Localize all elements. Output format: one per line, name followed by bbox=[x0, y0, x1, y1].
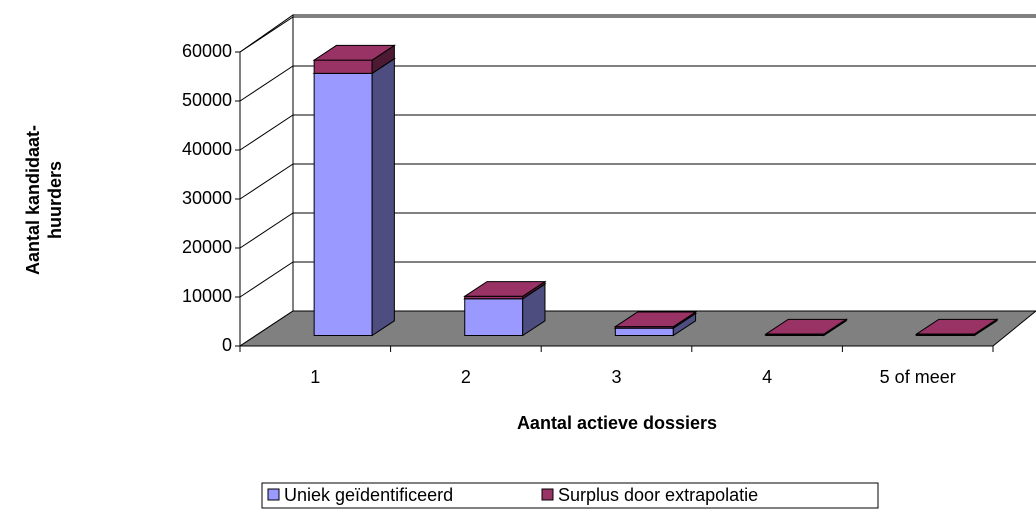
y-tick-label: 0 bbox=[222, 335, 232, 355]
x-axis-title: Aantal actieve dossiers bbox=[517, 413, 717, 433]
grid-line bbox=[239, 163, 1036, 200]
y-axis-title: huurders bbox=[45, 161, 65, 239]
y-tick-label: 10000 bbox=[182, 286, 232, 306]
bar bbox=[464, 298, 524, 336]
bar-top bbox=[463, 281, 547, 297]
bar-side bbox=[371, 57, 395, 337]
y-tick-label: 50000 bbox=[182, 90, 232, 110]
x-tick-label: 3 bbox=[611, 367, 621, 387]
bar-top bbox=[764, 318, 848, 335]
bar-top bbox=[613, 311, 698, 328]
y-tick-label: 60000 bbox=[182, 41, 232, 61]
x-tick-label: 2 bbox=[461, 367, 471, 387]
side-wall bbox=[239, 14, 294, 347]
bar-top bbox=[914, 318, 999, 335]
y-tick-label: 40000 bbox=[182, 139, 232, 159]
grid-line bbox=[239, 212, 1036, 249]
legend-swatch bbox=[541, 488, 554, 501]
x-tick-label: 1 bbox=[310, 367, 320, 387]
legend-label: Uniek geïdentificeerd bbox=[284, 485, 453, 505]
grid-line bbox=[239, 16, 1036, 53]
bar bbox=[313, 72, 373, 336]
grid-line bbox=[239, 261, 1036, 298]
legend-label: Surplus door extrapolatie bbox=[558, 485, 758, 505]
grid-line bbox=[239, 114, 1036, 151]
grid-line bbox=[239, 65, 1036, 102]
legend bbox=[261, 482, 879, 509]
legend-swatch bbox=[267, 488, 280, 501]
bar-top bbox=[312, 44, 397, 61]
bar bbox=[614, 327, 674, 336]
y-tick-label: 30000 bbox=[182, 188, 232, 208]
x-tick-label: 4 bbox=[762, 367, 772, 387]
x-tick-label: 5 of meer bbox=[880, 367, 956, 387]
y-axis-title: Aantal kandidaat- bbox=[23, 125, 43, 275]
bar bbox=[313, 59, 373, 74]
y-tick-label: 20000 bbox=[182, 237, 232, 257]
